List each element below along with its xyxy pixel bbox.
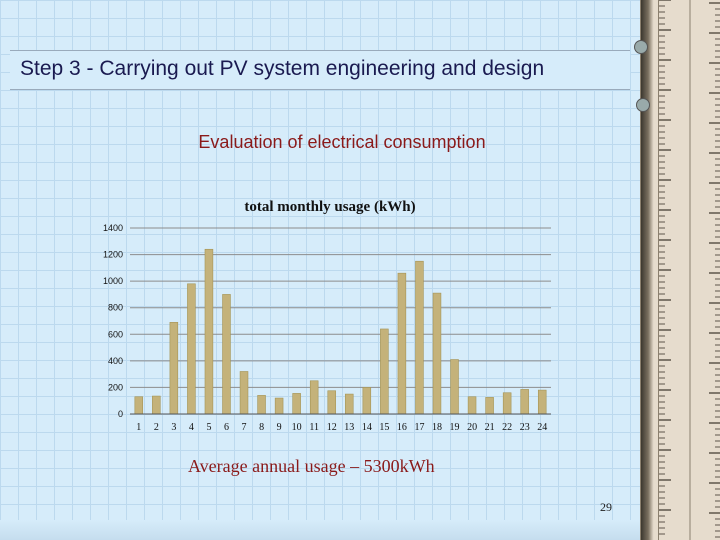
ruler-edge (640, 0, 659, 540)
x-tick-label: 24 (537, 422, 547, 433)
ruler-ticks (659, 0, 720, 540)
x-tick-label: 14 (362, 422, 372, 433)
bar (239, 371, 249, 415)
x-tick-label: 23 (520, 422, 530, 433)
x-tick-label: 3 (171, 422, 176, 433)
slide-title: Step 3 - Carrying out PV system engineer… (20, 57, 545, 80)
page-number: 29 (600, 500, 612, 514)
y-tick-label: 600 (108, 329, 123, 339)
bar (467, 396, 477, 415)
ruler-screw-icon (636, 98, 650, 112)
bar (204, 248, 214, 415)
x-tick-label: 1 (136, 422, 141, 433)
x-tick-label: 16 (397, 422, 407, 433)
x-tick-label: 8 (259, 422, 264, 433)
y-tick-label: 200 (108, 382, 123, 392)
bar (134, 396, 144, 415)
bar (397, 272, 407, 415)
bar (187, 283, 196, 415)
x-tick-label: 22 (502, 422, 512, 433)
bar (309, 380, 319, 415)
y-tick-label: 0 (118, 409, 123, 419)
x-tick-label: 21 (485, 422, 495, 433)
ruler-screw-icon (634, 40, 648, 54)
bar (257, 395, 266, 415)
bar (362, 387, 372, 415)
bar (415, 260, 424, 415)
slide-subtitle: Evaluation of electrical consumption (198, 132, 486, 152)
x-tick-label: 15 (379, 422, 389, 433)
y-tick-label: 1400 (103, 223, 123, 233)
x-tick-label: 17 (414, 422, 424, 433)
chart-title: total monthly usage (kWh) (244, 199, 415, 215)
y-tick-label: 1000 (103, 276, 123, 286)
x-tick-label: 7 (242, 422, 247, 433)
bar (222, 294, 231, 415)
x-tick-label: 4 (189, 422, 194, 433)
x-tick-label: 20 (467, 422, 477, 433)
average-usage-caption: Average annual usage – 5300kWh (188, 456, 435, 476)
x-tick-label: 12 (327, 422, 337, 433)
x-tick-label: 2 (154, 422, 159, 433)
bar (152, 395, 161, 415)
y-tick-label: 1200 (103, 250, 123, 260)
x-tick-label: 10 (292, 422, 302, 433)
x-tick-label: 13 (344, 422, 354, 433)
x-tick-label: 19 (450, 422, 460, 433)
ruler-decoration (658, 0, 720, 540)
bar (380, 328, 389, 415)
bar (537, 389, 547, 415)
bar (485, 397, 494, 415)
x-tick-label: 9 (277, 422, 282, 433)
x-tick-label: 5 (206, 422, 211, 433)
slide-title-box: Step 3 - Carrying out PV system engineer… (10, 50, 630, 90)
bar (274, 397, 284, 415)
bar (169, 322, 179, 415)
x-tick-label: 11 (309, 422, 319, 433)
x-tick-label: 6 (224, 422, 229, 433)
x-tick-label: 18 (432, 422, 442, 433)
footer-strip (0, 520, 640, 540)
bar (292, 393, 301, 415)
y-tick-label: 800 (108, 303, 123, 313)
bar (432, 292, 442, 415)
bar (345, 393, 354, 415)
bar (327, 390, 336, 415)
bar (502, 392, 512, 415)
bar (520, 389, 529, 415)
bar (450, 359, 459, 415)
bar-chart: total monthly usage (kWh) 0 200 400 600 800 10… (103, 199, 551, 433)
y-tick-label: 400 (108, 356, 123, 366)
